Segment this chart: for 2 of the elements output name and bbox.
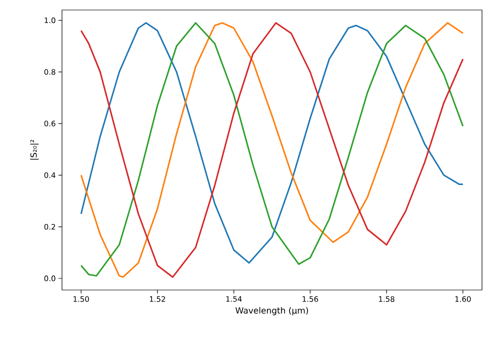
x-axis-title: Wavelength (µm): [236, 307, 308, 316]
y-axis-title: |S₂₀|²: [30, 140, 39, 160]
